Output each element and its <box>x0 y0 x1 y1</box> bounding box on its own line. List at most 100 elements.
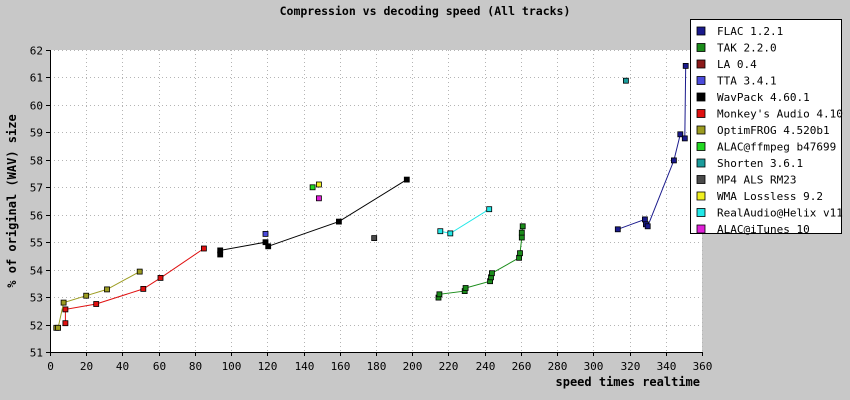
data-point <box>518 229 525 236</box>
data-point <box>486 206 493 213</box>
data-point <box>437 228 444 235</box>
x-tick-label: 80 <box>189 360 202 373</box>
y-tick-label: 54 <box>30 265 44 278</box>
x-tick-label: 20 <box>80 360 93 373</box>
y-tick-label: 52 <box>30 320 43 333</box>
data-point <box>315 195 322 202</box>
data-point <box>517 250 523 257</box>
data-point <box>136 268 143 275</box>
data-point <box>436 291 443 298</box>
legend: FLAC 1.2.1 TAK 2.2.0 LA 0.4 TTA 3.4.1 WavPac… <box>690 19 843 236</box>
data-point <box>335 218 342 225</box>
x-tick-label: 60 <box>153 360 166 373</box>
x-tick-label: 180 <box>367 360 387 373</box>
x-tick-label: 260 <box>512 360 532 373</box>
series-3 <box>262 230 269 237</box>
legend-swatch <box>696 109 706 118</box>
data-point <box>157 274 164 281</box>
data-point <box>644 223 651 230</box>
data-point <box>83 292 90 299</box>
series-5 <box>62 245 207 327</box>
x-tick-label: 200 <box>403 360 423 373</box>
series-12 <box>315 195 322 202</box>
x-tick-label: 220 <box>439 360 459 373</box>
data-point <box>682 63 689 69</box>
legend-swatch <box>696 92 706 102</box>
y-tick-label: 55 <box>30 237 43 250</box>
legend-label: MP4 ALS RM23 <box>717 174 796 187</box>
series-9 <box>371 235 378 242</box>
plot-area <box>50 50 702 352</box>
legend-swatch <box>696 224 706 234</box>
data-point <box>488 270 495 277</box>
legend-swatch <box>696 208 706 217</box>
x-tick-label: 140 <box>295 360 315 373</box>
legend-box <box>690 19 842 234</box>
legend-swatch <box>696 158 706 168</box>
x-tick-label: 340 <box>657 360 677 373</box>
legend-label: Monkey's Audio 4.10 <box>717 108 843 121</box>
series-1 <box>435 223 526 301</box>
data-point <box>519 223 526 230</box>
x-tick-label: 280 <box>548 360 568 373</box>
x-tick-label: 320 <box>621 360 641 373</box>
legend-swatch <box>696 191 706 201</box>
y-tick-label: 60 <box>30 100 43 113</box>
data-point <box>262 230 269 237</box>
legend-label: WMA Lossless 9.2 <box>717 190 823 203</box>
legend-swatch <box>696 142 706 151</box>
legend-label: ALAC@ffmpeg b47699 <box>717 141 836 154</box>
legend-swatch <box>696 175 706 184</box>
x-tick-label: 360 <box>693 360 713 373</box>
legend-label: WavPack 4.60.1 <box>717 91 810 104</box>
data-point <box>93 301 100 307</box>
series-11 <box>437 206 493 237</box>
data-point <box>462 285 469 291</box>
data-point <box>265 243 272 250</box>
data-point <box>371 235 378 242</box>
data-point <box>315 181 322 188</box>
data-point <box>677 131 684 138</box>
data-point <box>140 285 147 292</box>
data-point <box>642 216 648 223</box>
data-point <box>614 226 621 233</box>
chart-title: Compression vs decoding speed (All track… <box>280 4 571 18</box>
series-8 <box>623 77 629 84</box>
y-tick-label: 57 <box>30 182 43 195</box>
data-point <box>62 320 69 327</box>
legend-label: Shorten 3.6.1 <box>717 157 803 170</box>
legend-swatch <box>696 26 706 36</box>
data-point <box>518 234 525 241</box>
data-point <box>623 77 629 84</box>
x-tick-label: 120 <box>258 360 278 373</box>
data-point <box>447 230 454 237</box>
y-axis-label: % of original (WAV) size <box>5 114 19 287</box>
y-tick-label: 51 <box>30 347 43 360</box>
data-point <box>309 184 316 191</box>
x-tick-label: 160 <box>331 360 351 373</box>
legend-label: RealAudio@Helix v11 <box>717 207 843 220</box>
x-tick-label: 300 <box>584 360 604 373</box>
series-10 <box>315 181 322 188</box>
x-tick-label: 40 <box>116 360 129 373</box>
data-point <box>217 247 224 254</box>
x-tick-label: 100 <box>222 360 242 373</box>
legend-swatch <box>696 76 706 85</box>
x-axis-label: speed times realtime <box>556 375 701 389</box>
data-point <box>671 157 677 164</box>
series-6 <box>53 268 143 331</box>
data-point <box>55 324 61 331</box>
y-tick-label: 58 <box>30 155 43 168</box>
series-0 <box>614 63 689 233</box>
y-tick-label: 62 <box>30 45 43 58</box>
y-tick-label: 61 <box>30 72 43 85</box>
x-tick-label: 0 <box>47 360 54 373</box>
y-tick-label: 53 <box>30 292 43 305</box>
series-4 <box>217 176 410 258</box>
legend-swatch <box>696 43 706 52</box>
data-point <box>62 306 69 313</box>
legend-swatch <box>696 59 706 69</box>
series-7 <box>309 184 316 191</box>
